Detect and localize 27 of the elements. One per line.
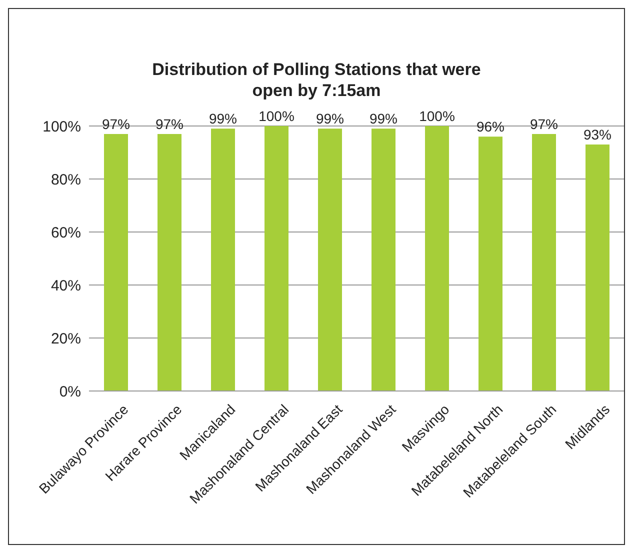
bar: [372, 128, 396, 391]
bar: [425, 126, 449, 391]
data-label: 97%: [155, 116, 184, 132]
bar: [158, 134, 182, 391]
bar: [264, 126, 288, 391]
bar: [478, 136, 502, 391]
data-label: 99%: [369, 110, 398, 127]
y-tick-label: 60%: [50, 224, 81, 242]
y-tick-label: 0%: [59, 383, 81, 400]
bar: [104, 134, 128, 391]
bar: [532, 134, 556, 391]
chart-title: Distribution of Polling Stations that were open by 7:15am: [151, 59, 482, 101]
data-label: 97%: [102, 116, 130, 132]
data-label: 99%: [316, 110, 344, 127]
bar: [586, 144, 610, 391]
data-label: 100%: [258, 108, 294, 124]
data-label: 93%: [583, 126, 612, 143]
data-label: 96%: [476, 118, 505, 135]
y-tick-label: 100%: [42, 118, 81, 136]
y-tick-label: 40%: [50, 277, 81, 294]
bar: [211, 128, 235, 391]
data-label: 99%: [208, 110, 238, 127]
data-label: 97%: [530, 116, 558, 132]
y-tick-label: 80%: [50, 171, 81, 188]
data-label: 100%: [419, 108, 455, 124]
bar: [318, 128, 342, 391]
y-tick-label: 20%: [50, 330, 81, 348]
